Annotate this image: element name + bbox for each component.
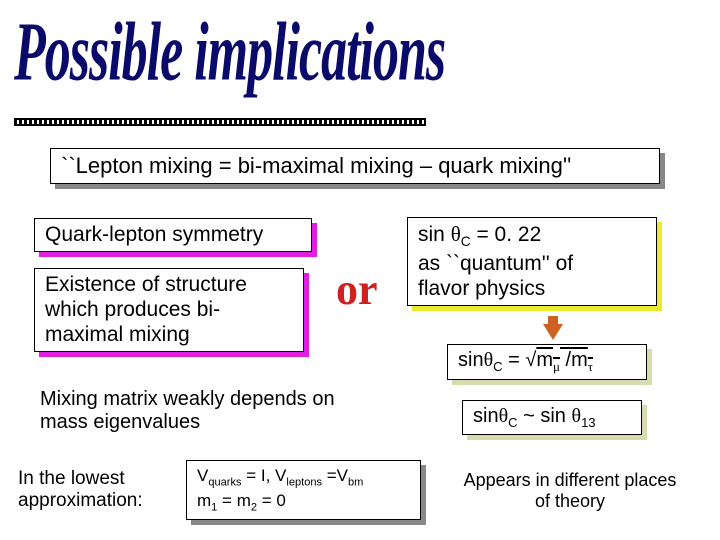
m: m [197,491,211,510]
sin-c-line3: flavor physics [418,276,646,301]
slide-title: Possible implications [14,6,445,100]
s3: bm [348,476,363,488]
tau: τ [588,359,593,374]
s1: quarks [208,476,241,488]
mu: μ [553,359,560,374]
box-sin-13: sinθC ~ sin θ13 [462,400,642,435]
lowest-approx-label: In the lowest approximation: [18,468,178,512]
m1: m [536,349,553,371]
sub13: 13 [581,415,595,430]
t: sin [418,223,451,246]
structure-text: Existence of structure which produces bi… [45,273,247,346]
arrow-down-icon [543,324,563,340]
sin-c-line1: sin θC = 0. 22 [418,222,646,251]
over: /m [560,349,588,371]
sqrt: √ [525,349,536,371]
title-underline [14,118,426,126]
eq2: =V [322,466,348,485]
theta: θ [484,349,494,371]
vq-line2: m1 = m2 = 0 [197,490,410,515]
radicand: mμ /mτ [536,349,593,371]
sin-c-line2: as ``quantum'' of [418,251,646,276]
quark-lepton-text: Quark-lepton symmetry [45,223,263,246]
mid: = I, V [242,466,287,485]
approx: ~ sin [518,405,572,427]
theta1: θ [499,405,509,427]
mixing-matrix-text: Mixing matrix weakly depends on mass eig… [40,388,340,434]
sub-c: C [508,415,517,430]
sub-c: C [461,234,471,249]
theta: θ [451,222,461,246]
box-vquarks: Vquarks = I, Vleptons =Vbm m1 = m2 = 0 [186,460,421,520]
appears-text: Appears in different places of theory [460,470,680,511]
v1: V [197,466,208,485]
z: = 0 [257,491,286,510]
or-label: or [336,264,378,315]
box-structure: Existence of structure which produces bi… [34,268,304,352]
headline-box: ``Lepton mixing = bi-maximal mixing – qu… [50,148,660,184]
sub: C [493,359,502,374]
t: sin [458,349,484,371]
theta2: θ [571,405,581,427]
eq: = [503,349,526,371]
box-sin-c: sin θC = 0. 22 as ``quantum'' of flavor … [407,217,657,306]
t2: = 0. 22 [471,223,542,246]
headline-text: ``Lepton mixing = bi-maximal mixing – qu… [61,153,571,178]
t: sin [473,405,499,427]
eq: = m [217,491,251,510]
s2: leptons [286,476,322,488]
box-quark-lepton: Quark-lepton symmetry [34,218,312,252]
vq-line1: Vquarks = I, Vleptons =Vbm [197,465,410,490]
box-sin-mm: sinθC = √mμ /mτ [447,344,647,380]
